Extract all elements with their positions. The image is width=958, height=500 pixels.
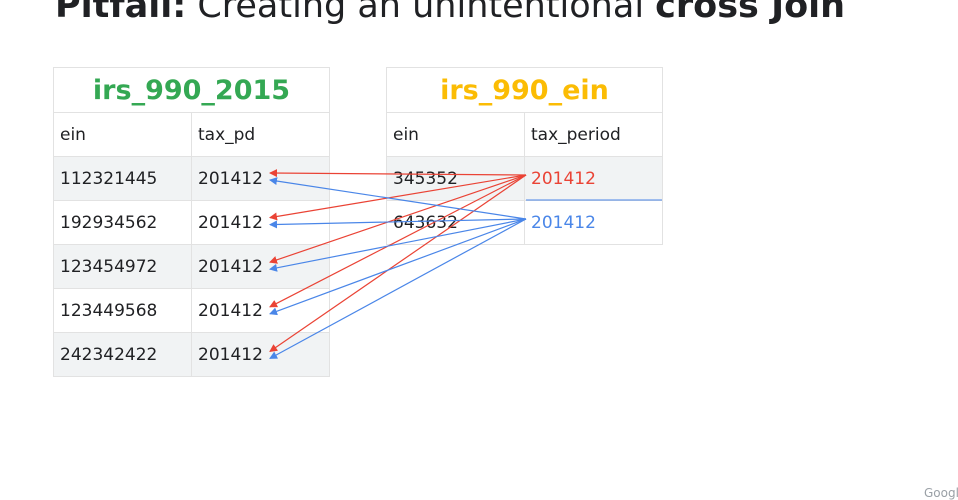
cell-tax-pd: 201412: [191, 332, 330, 377]
cell-tax-pd: 201412: [191, 156, 330, 201]
table-irs-990-2015: irs_990_2015 ein tax_pd 112321445 201412…: [53, 67, 330, 377]
cell-ein: 345352: [386, 156, 525, 201]
table-row: 112321445 201412: [53, 156, 330, 201]
column-header-tax-period: tax_period: [524, 112, 663, 157]
table-row: 643632 201412: [386, 200, 663, 245]
column-header-ein: ein: [386, 112, 525, 157]
cell-tax-pd: 201412: [191, 244, 330, 289]
cell-tax-pd: 201412: [191, 200, 330, 245]
cell-tax-pd: 201412: [191, 288, 330, 333]
cell-ein: 123454972: [53, 244, 192, 289]
column-header-tax-pd: tax_pd: [191, 112, 330, 157]
column-header-ein: ein: [53, 112, 192, 157]
table-irs-990-ein: irs_990_ein ein tax_period 345352 201412…: [386, 67, 663, 245]
table-row: 123454972 201412: [53, 244, 330, 289]
table-row: 123449568 201412: [53, 288, 330, 333]
cell-ein: 112321445: [53, 156, 192, 201]
cell-ein: 123449568: [53, 288, 192, 333]
title-middle: Creating an unintentional: [186, 0, 656, 26]
slide-title: Pitfall: Creating an unintentional cross…: [55, 0, 845, 28]
title-prefix: Pitfall:: [55, 0, 187, 26]
cell-ein: 192934562: [53, 200, 192, 245]
cell-ein: 643632: [386, 200, 525, 245]
table-row: 345352 201412: [386, 156, 663, 201]
footer-logo: Googl: [924, 486, 958, 500]
table-title: irs_990_2015: [53, 67, 330, 113]
table-row: 192934562 201412: [53, 200, 330, 245]
cell-tax-period: 201412: [524, 200, 663, 245]
table-title: irs_990_ein: [386, 67, 663, 113]
title-emphasis: cross Join: [655, 0, 846, 26]
cell-tax-period: 201412: [524, 156, 663, 201]
table-row: 242342422 201412: [53, 332, 330, 377]
cell-ein: 242342422: [53, 332, 192, 377]
